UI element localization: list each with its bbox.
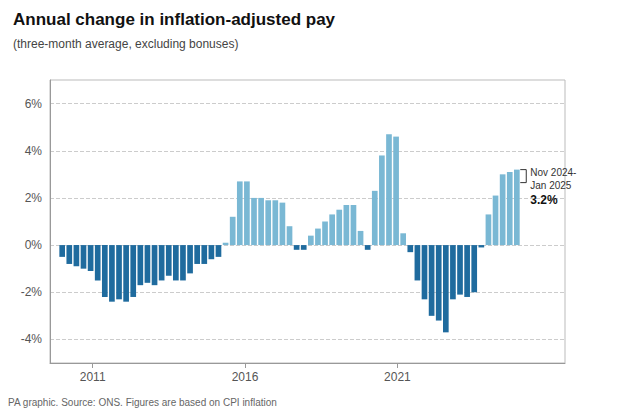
svg-text:2011: 2011 xyxy=(80,370,106,384)
svg-text:PA graphic. Source: ONS. Figur: PA graphic. Source: ONS. Figures are bas… xyxy=(8,397,277,408)
svg-text:2016: 2016 xyxy=(232,370,259,384)
svg-text:Jan 2025: Jan 2025 xyxy=(530,180,572,191)
svg-text:-4%: -4% xyxy=(21,332,43,346)
svg-text:6%: 6% xyxy=(25,97,43,111)
svg-text:(three-month average, excludin: (three-month average, excluding bonuses) xyxy=(13,37,238,51)
svg-text:2021: 2021 xyxy=(384,370,411,384)
svg-text:Annual change in inflation-adj: Annual change in inflation-adjusted pay xyxy=(13,10,336,29)
svg-text:3.2%: 3.2% xyxy=(530,193,558,207)
svg-text:4%: 4% xyxy=(25,144,43,158)
svg-text:2%: 2% xyxy=(25,191,43,205)
svg-text:0%: 0% xyxy=(25,238,43,252)
svg-text:Nov 2024-: Nov 2024- xyxy=(530,167,576,178)
svg-text:-2%: -2% xyxy=(21,285,43,299)
